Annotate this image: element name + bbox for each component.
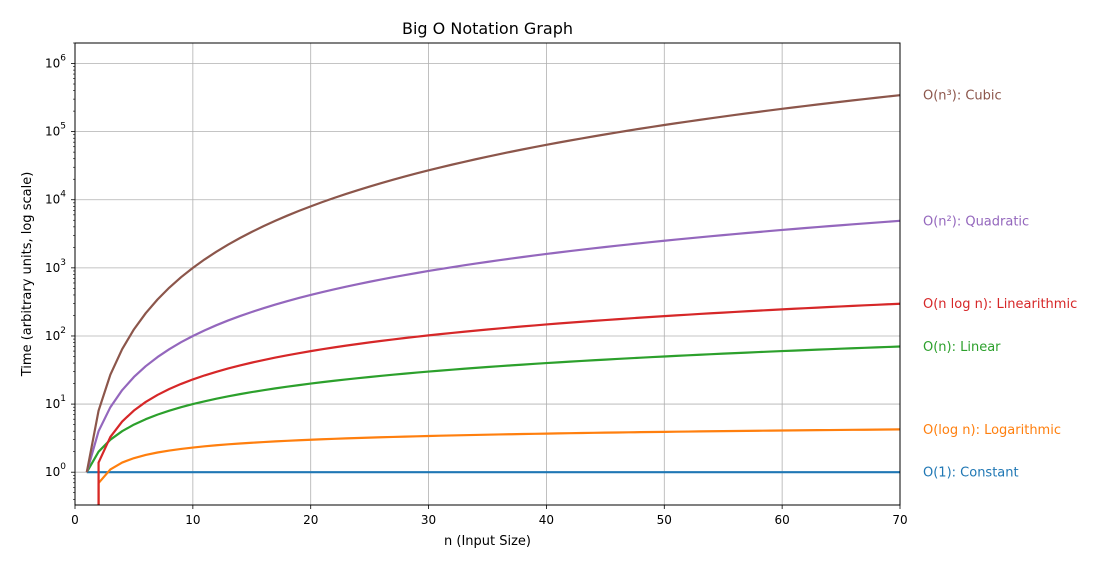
chart-title: Big O Notation Graph — [402, 19, 573, 38]
x-tick-label: 20 — [303, 513, 318, 527]
x-tick-label: 40 — [539, 513, 554, 527]
y-tick-base: 10 — [45, 261, 60, 275]
y-tick-exponent: 3 — [60, 258, 66, 268]
y-tick-base: 10 — [45, 125, 60, 139]
x-tick-label: 0 — [71, 513, 79, 527]
series-labels: O(1): Constant O(log n): Logarithmic O(n):… — [923, 89, 1077, 481]
y-tick-label: 103 — [45, 258, 66, 275]
y-tick-label: 105 — [45, 122, 66, 139]
y-tick-label: 100 — [45, 462, 66, 479]
series-label-constant: O(1): Constant — [923, 466, 1019, 481]
series-label-linear: O(n): Linear — [923, 340, 1001, 355]
y-tick-base: 10 — [45, 57, 60, 71]
plot-frame — [74, 42, 901, 506]
grid — [75, 43, 900, 505]
series-line-cubic — [85, 94, 901, 473]
y-tick-exponent: 6 — [60, 54, 66, 64]
series-line-nlogn — [97, 302, 901, 505]
y-tick-base: 10 — [45, 397, 60, 411]
x-tick-label: 50 — [657, 513, 672, 527]
y-axis-title: Time (arbitrary units, log scale) — [20, 172, 35, 378]
series-lines — [85, 94, 901, 505]
x-tick-label: 60 — [775, 513, 790, 527]
x-axis-title: n (Input Size) — [444, 534, 531, 549]
y-tick-base: 10 — [45, 193, 60, 207]
y-tick-label: 101 — [45, 394, 66, 411]
y-tick-label: 102 — [45, 326, 66, 343]
y-tick-base: 10 — [45, 329, 60, 343]
y-tick-base: 10 — [45, 465, 60, 479]
y-tick-exponent: 0 — [60, 462, 66, 472]
y-tick-exponent: 2 — [60, 326, 66, 336]
x-tick-label: 70 — [892, 513, 907, 527]
series-label-cubic: O(n³): Cubic — [923, 89, 1002, 104]
x-tick-label: 10 — [185, 513, 200, 527]
y-tick-exponent: 4 — [60, 190, 66, 200]
x-tick-label: 30 — [421, 513, 436, 527]
series-line-log — [97, 428, 901, 505]
y-tick-label: 104 — [45, 190, 66, 207]
series-label-nlogn: O(n log n): Linearithmic — [923, 297, 1077, 312]
series-line-linear — [85, 345, 901, 473]
series-label-quadratic: O(n²): Quadratic — [923, 214, 1029, 229]
y-tick-exponent: 1 — [60, 394, 66, 404]
series-label-log: O(log n): Logarithmic — [923, 423, 1061, 438]
series-line-quadratic — [85, 219, 901, 473]
y-tick-exponent: 5 — [60, 122, 66, 132]
y-tick-label: 106 — [45, 54, 66, 71]
